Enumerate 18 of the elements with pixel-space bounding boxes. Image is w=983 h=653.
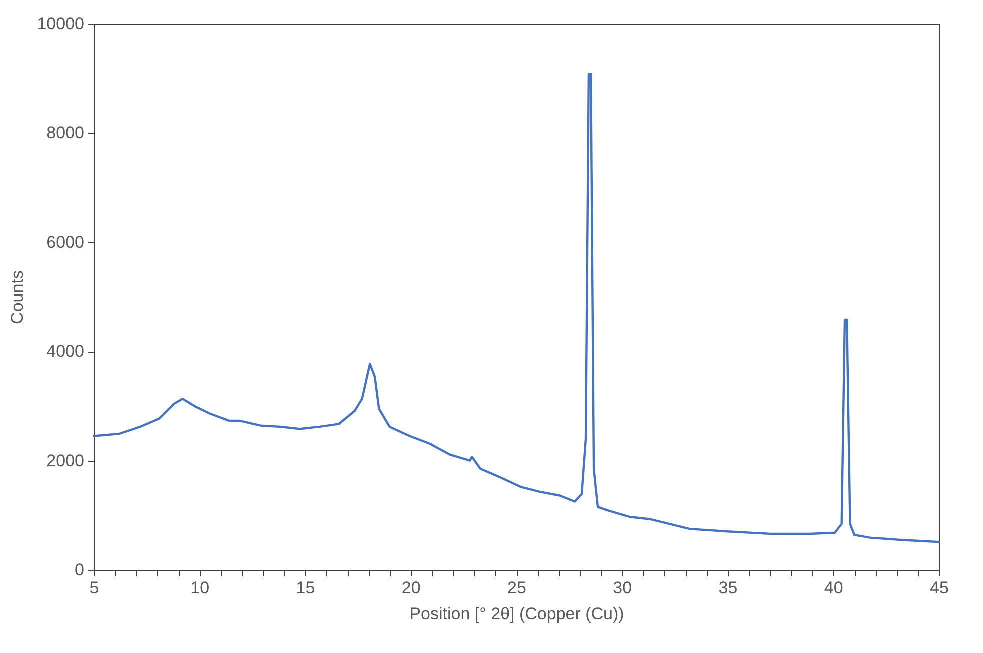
x-tick-label: 30	[613, 578, 632, 598]
x-tick-label: 35	[718, 578, 738, 598]
x-tick-label: 15	[296, 578, 316, 598]
x-tick-label: 25	[508, 578, 526, 598]
y-tick-label: 8000	[46, 124, 84, 143]
x-tick-label: 10	[190, 578, 210, 598]
y-tick-label: 4000	[46, 342, 84, 362]
y-tick-label: 2000	[46, 451, 84, 470]
line-series	[92, 73, 940, 544]
x-tick-label: 45	[930, 578, 949, 598]
x-tick-label: 40	[824, 578, 844, 598]
y-axis-title: Counts	[8, 270, 28, 324]
x-axis-title: Position [° 2θ] (Copper (Cu))	[410, 604, 624, 624]
x-tick-label: 5	[90, 578, 100, 598]
y-tick-label: 0	[75, 560, 84, 580]
y-tick-label: 6000	[46, 232, 84, 252]
y-tick-label: 10000	[37, 14, 84, 34]
x-tick-label: 20	[402, 578, 421, 598]
